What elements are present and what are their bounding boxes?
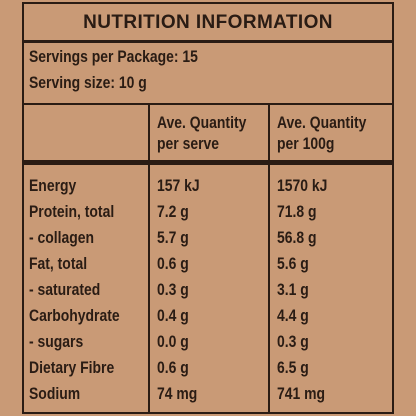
value-per-serve: 0.4 g: [157, 306, 189, 325]
header-per-100g-line2: per 100g: [277, 134, 335, 153]
panel-border: [22, 2, 394, 414]
nutrient-name: Dietary Fibre: [29, 358, 115, 377]
value-per-serve: 0.3 g: [157, 280, 189, 299]
value-per-100g: 4.4 g: [277, 306, 309, 325]
column-divider-2: [268, 103, 270, 414]
value-per-100g: 1570 kJ: [277, 176, 328, 195]
panel-title: NUTRITION INFORMATION: [83, 12, 333, 33]
header-per-100g-line1: Ave. Quantity: [277, 113, 367, 132]
serving-divider: [22, 103, 394, 105]
value-per-100g: 3.1 g: [277, 280, 309, 299]
value-per-100g: 56.8 g: [277, 228, 317, 247]
nutrient-name: - collagen: [29, 228, 95, 247]
nutrient-name: Protein, total: [29, 202, 115, 221]
value-per-serve: 0.6 g: [157, 254, 189, 273]
value-per-100g: 71.8 g: [277, 202, 317, 221]
nutrient-name: - sugars: [29, 332, 84, 351]
nutrient-name: Energy: [29, 176, 77, 195]
value-per-serve: 74 mg: [157, 384, 198, 403]
value-per-serve: 5.7 g: [157, 228, 189, 247]
value-per-100g: 741 mg: [277, 384, 326, 403]
value-per-100g: 6.5 g: [277, 358, 309, 377]
header-per-serve-line1: Ave. Quantity: [157, 113, 247, 132]
nutrient-name: Sodium: [29, 384, 81, 403]
value-per-serve: 0.0 g: [157, 332, 189, 351]
header-divider: [22, 160, 394, 165]
title-divider: [22, 40, 394, 43]
value-per-serve: 157 kJ: [157, 176, 200, 195]
servings-per-package: Servings per Package: 15: [29, 47, 198, 66]
column-divider-1: [148, 103, 150, 414]
value-per-100g: 5.6 g: [277, 254, 309, 273]
nutrient-name: Fat, total: [29, 254, 88, 273]
nutrient-name: Carbohydrate: [29, 306, 120, 325]
serving-size: Serving size: 10 g: [29, 73, 147, 92]
value-per-serve: 7.2 g: [157, 202, 189, 221]
header-per-serve-line2: per serve: [157, 134, 220, 153]
value-per-100g: 0.3 g: [277, 332, 309, 351]
nutrient-name: - saturated: [29, 280, 101, 299]
value-per-serve: 0.6 g: [157, 358, 189, 377]
